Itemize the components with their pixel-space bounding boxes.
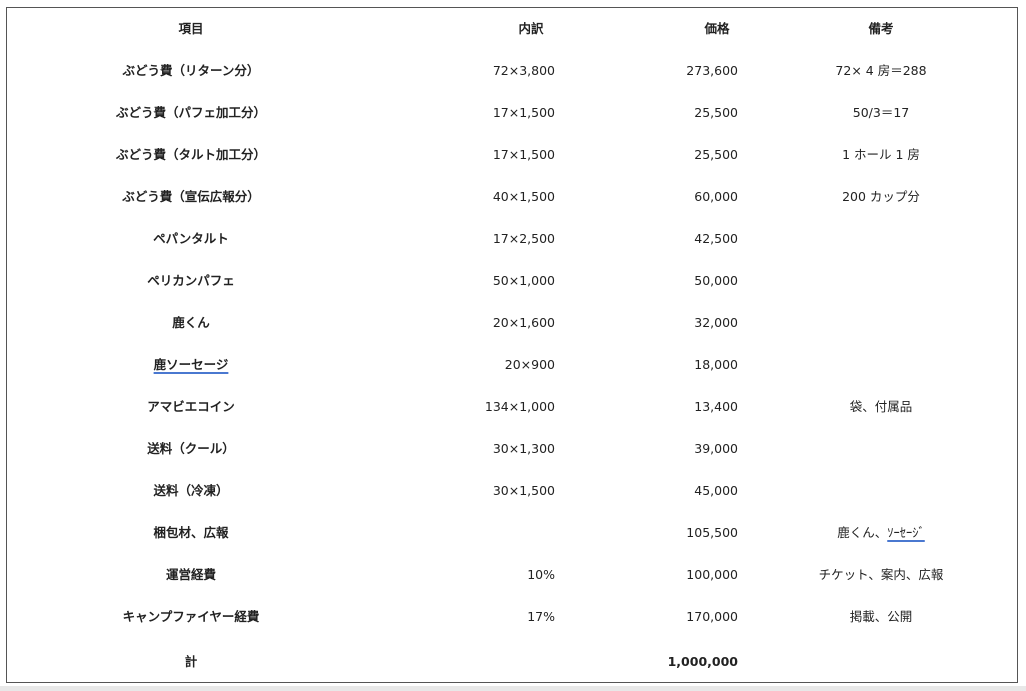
- cell-note: [781, 470, 981, 512]
- cell-price: 45,000: [694, 483, 738, 498]
- item-text: 梱包材、広報: [153, 525, 229, 540]
- item-text: ペパンタルト: [153, 231, 229, 246]
- cell-note: 袋、付属品: [849, 399, 913, 414]
- cell-breakdown: 17×1,500: [492, 105, 555, 120]
- cell-breakdown: 40×1,500: [492, 189, 555, 204]
- budget-table: 項目 内訳 価格 備考 ぶどう費（リターン分） 72×3,800 273,600 72…: [6, 7, 1018, 683]
- table-row: ぶどう費（宣伝広報分） 40×1,500 60,000 200 カップ分: [7, 176, 1019, 218]
- bottom-scroll-area: [0, 686, 1026, 691]
- cell-breakdown: 20×1,600: [492, 315, 555, 330]
- cell-note: 鹿くん、ｿｰｾｰｼﾞ: [781, 512, 981, 554]
- cell-price: 39,000: [694, 441, 738, 456]
- table-row: ぶどう費（パフェ加工分） 17×1,500 25,500 50/3＝17: [7, 92, 1019, 134]
- cell-breakdown: 72×3,800: [492, 63, 555, 78]
- table-row: 鹿ソーセージ 20×900 18,000: [7, 344, 1019, 386]
- cell-price: 60,000: [694, 189, 738, 204]
- table-row: キャンプファイヤー経費 17% 170,000 掲載、公開: [7, 596, 1019, 638]
- item-text: キャンプファイヤー経費: [122, 609, 260, 624]
- item-text: ぶどう費（リターン分）: [122, 63, 260, 78]
- item-text: 送料（クール）: [147, 441, 235, 456]
- cell-price: 105,500: [686, 525, 738, 540]
- item-text: ぶどう費（タルト加工分）: [115, 147, 266, 162]
- cell-price: 50,000: [694, 273, 738, 288]
- cell-note: [781, 218, 981, 260]
- cell-price: 13,400: [694, 399, 738, 414]
- cell-breakdown: 17%: [527, 609, 555, 624]
- cell-note: [781, 428, 981, 470]
- cell-item: ペパンタルト: [91, 218, 291, 260]
- item-text: ぶどう費（パフェ加工分）: [115, 105, 266, 120]
- cell-note: 1 ホール 1 房: [842, 147, 920, 162]
- cell-breakdown: 134×1,000: [484, 399, 555, 414]
- item-text: ペリカンパフェ: [147, 273, 235, 288]
- cell-note: チケット、案内、広報: [818, 567, 944, 582]
- table-row: 鹿くん 20×1,600 32,000: [7, 302, 1019, 344]
- item-text: アマビエコイン: [147, 399, 235, 414]
- header-item: 項目: [178, 21, 204, 36]
- cell-note: 50/3＝17: [852, 105, 910, 120]
- table-row: ぶどう費（リターン分） 72×3,800 273,600 72× 4 房＝288: [7, 50, 1019, 92]
- cell-note: 200 カップ分: [842, 189, 920, 204]
- cell-price: 273,600: [686, 63, 738, 78]
- header-price: 価格: [704, 21, 730, 36]
- header-breakdown: 内訳: [518, 21, 544, 36]
- cell-note: [781, 302, 981, 344]
- table-row: アマビエコイン 134×1,000 13,400 袋、付属品: [7, 386, 1019, 428]
- cell-breakdown: 50×1,000: [492, 273, 555, 288]
- cell-item: ぶどう費（リターン分）: [91, 50, 291, 92]
- note-text: 鹿くん、: [837, 525, 888, 540]
- table-header-row: 項目 内訳 価格 備考: [7, 8, 1019, 50]
- cell-price: 25,500: [694, 147, 738, 162]
- table-row: ペパンタルト 17×2,500 42,500: [7, 218, 1019, 260]
- cell-price: 32,000: [694, 315, 738, 330]
- cell-item: 鹿くん: [91, 302, 291, 344]
- table-total-row: 計 1,000,000: [7, 641, 1019, 683]
- cell-item: アマビエコイン: [91, 386, 291, 428]
- cell-note: 掲載、公開: [849, 609, 913, 624]
- cell-breakdown: 17×2,500: [492, 231, 555, 246]
- cell-item: ぶどう費（宣伝広報分）: [91, 176, 291, 218]
- item-text: 鹿ソーセージ: [153, 357, 229, 372]
- table-row: ペリカンパフェ 50×1,000 50,000: [7, 260, 1019, 302]
- item-text: 鹿くん: [172, 315, 210, 330]
- cell-price: 170,000: [686, 609, 738, 624]
- cell-item: 送料（冷凍）: [91, 470, 291, 512]
- cell-price: 25,500: [694, 105, 738, 120]
- cell-price: 100,000: [686, 567, 738, 582]
- spellcheck-underlined-text: ｿｰｾｰｼﾞ: [887, 525, 925, 540]
- cell-price: 42,500: [694, 231, 738, 246]
- cell-item: ぶどう費（パフェ加工分）: [91, 92, 291, 134]
- cell-item: ぶどう費（タルト加工分）: [91, 134, 291, 176]
- item-text: ぶどう費（宣伝広報分）: [122, 189, 260, 204]
- cell-item: 送料（クール）: [91, 428, 291, 470]
- header-note: 備考: [868, 21, 894, 36]
- cell-item: 運営経費: [91, 554, 291, 596]
- table-row: 梱包材、広報 105,500 鹿くん、ｿｰｾｰｼﾞ: [7, 512, 1019, 554]
- cell-note: [781, 260, 981, 302]
- cell-note: [781, 344, 981, 386]
- total-price: 1,000,000: [667, 654, 738, 669]
- cell-breakdown: 30×1,500: [492, 483, 555, 498]
- cell-breakdown: 30×1,300: [492, 441, 555, 456]
- table-row: 運営経費 10% 100,000 チケット、案内、広報: [7, 554, 1019, 596]
- cell-breakdown: 17×1,500: [492, 147, 555, 162]
- cell-breakdown: 20×900: [504, 357, 555, 372]
- table-row: 送料（冷凍） 30×1,500 45,000: [7, 470, 1019, 512]
- item-text: 運営経費: [165, 567, 216, 582]
- item-text: 送料（冷凍）: [153, 483, 229, 498]
- cell-item: ペリカンパフェ: [91, 260, 291, 302]
- cell-note: 72× 4 房＝288: [835, 63, 927, 78]
- table-row: ぶどう費（タルト加工分） 17×1,500 25,500 1 ホール 1 房: [7, 134, 1019, 176]
- cell-item: 鹿ソーセージ: [91, 344, 291, 386]
- cell-item: 梱包材、広報: [91, 512, 291, 554]
- total-label: 計: [184, 654, 198, 669]
- cell-item: キャンプファイヤー経費: [91, 596, 291, 638]
- cell-breakdown: [407, 512, 555, 554]
- cell-price: 18,000: [694, 357, 738, 372]
- cell-breakdown: 10%: [527, 567, 555, 582]
- table-row: 送料（クール） 30×1,300 39,000: [7, 428, 1019, 470]
